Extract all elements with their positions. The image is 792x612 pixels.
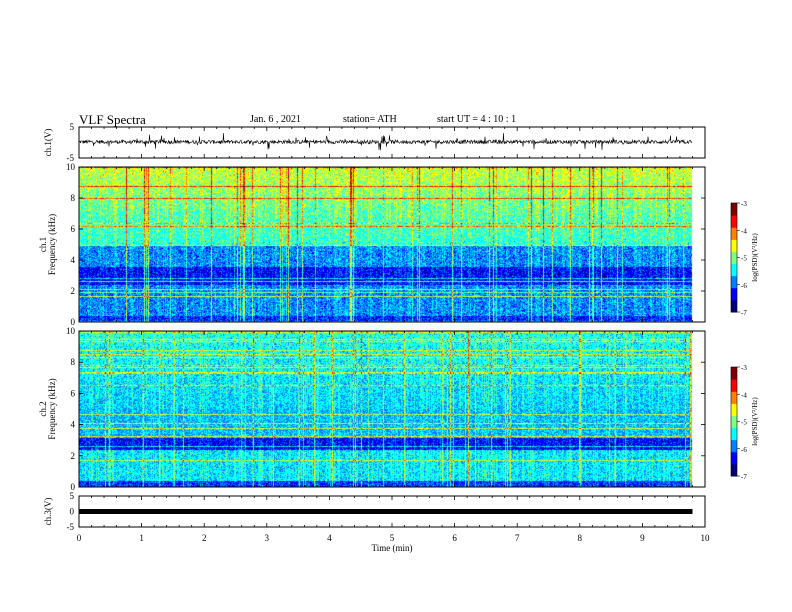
y-tick-label: 5 [70, 491, 75, 501]
colorbar-tick-label: -3 [741, 364, 747, 372]
colorbar-segment [731, 379, 737, 392]
y-tick-label: 0 [71, 482, 76, 492]
colorbar-tick-label: -4 [741, 227, 747, 235]
date-label: Jan. 6 , 2021 [250, 114, 301, 125]
y-tick-label: 10 [66, 326, 76, 336]
colorbar-segment [731, 239, 737, 252]
colorbar-segment [731, 439, 737, 453]
panel-frame [78, 126, 706, 159]
x-tick-label: 7 [515, 533, 520, 543]
colorbar-segment [731, 463, 737, 477]
ch1-spectrogram-panel: 0 2 4 6 8 10 ch.1 Frequency (kHz) -7 -6 -5 -4 -3 log(… [38, 162, 759, 327]
colorbar-segment [731, 263, 737, 277]
colorbar-segment [731, 403, 737, 416]
colorbar-segment [731, 427, 737, 441]
colorbar-segment [731, 275, 737, 289]
y-tick-label: 5 [70, 122, 75, 132]
y-tick-label: 0 [71, 317, 76, 327]
y-tick-label: 4 [71, 420, 76, 430]
colorbar-segment [731, 251, 737, 265]
y-tick-label: 8 [71, 193, 76, 203]
colorbar-tick-label: -5 [741, 255, 747, 263]
y-tick-label: -5 [67, 153, 75, 163]
x-tick-label: 8 [578, 533, 583, 543]
x-tick-label: 4 [327, 533, 332, 543]
colorbar-segment [731, 367, 737, 380]
y-tick-label: 2 [71, 286, 76, 296]
colorbar-tick-label: -5 [741, 419, 747, 427]
y-tick-label: -5 [67, 522, 75, 532]
colorbar-segment [731, 415, 737, 429]
y-tick-label: 10 [66, 162, 76, 172]
colorbar: -7 -6 -5 -4 -3 log(PSD)(V²/Hz) [730, 364, 759, 481]
colorbar-tick-label: -6 [741, 446, 747, 454]
ch1-y-axis-label: ch.1(V) [43, 129, 53, 157]
colorbar-tick-label: -7 [741, 473, 747, 481]
colorbar-segment [731, 391, 737, 404]
colorbar-tick-label: -4 [741, 391, 747, 399]
y-axis-label-frequency: Frequency (kHz) [47, 378, 57, 439]
colorbar-label: log(PSD)(V²/Hz) [751, 397, 759, 446]
colorbar-segment [731, 287, 737, 301]
y-axis-label-channel: ch.2 [38, 401, 48, 416]
colorbar-label: log(PSD)(V²/Hz) [751, 233, 759, 282]
y-axis-label-frequency: Frequency (kHz) [47, 214, 57, 275]
colorbar-segment [731, 203, 737, 216]
x-axis-label: Time (min) [372, 543, 413, 553]
colorbar-segment [731, 215, 737, 228]
x-tick-label: 6 [452, 533, 457, 543]
spectrogram-image [79, 331, 705, 487]
colorbar: -7 -6 -5 -4 -3 log(PSD)(V²/Hz) [730, 200, 759, 317]
x-tick-label: 3 [265, 533, 270, 543]
y-tick-label: 8 [71, 357, 76, 367]
ch1-signal-line [78, 132, 693, 151]
colorbar-segment [731, 451, 737, 465]
ch1-timeseries-panel: -5 5 ch.1(V) [43, 122, 706, 163]
colorbar-segment [731, 299, 737, 313]
ch3-y-axis-label: ch.3(V) [43, 498, 53, 526]
x-tick-label: 0 [77, 533, 82, 543]
y-tick-label: 0 [70, 507, 75, 517]
y-tick-label: 6 [71, 388, 76, 398]
colorbar-segment [731, 227, 737, 240]
ch3-signal-line [79, 509, 693, 514]
panel-frame [78, 330, 706, 488]
x-tick-label: 2 [202, 533, 207, 543]
spectrogram-image [79, 167, 705, 322]
station-label: station= ATH [343, 114, 397, 125]
y-axis-label-channel: ch.1 [38, 237, 48, 252]
colorbar-tick-label: -6 [741, 282, 747, 290]
colorbar-tick-label: -3 [741, 200, 747, 208]
x-tick-label: 10 [701, 533, 711, 543]
colorbar-tick-label: -7 [741, 309, 747, 317]
x-tick-label: 1 [139, 533, 144, 543]
x-tick-label: 9 [640, 533, 645, 543]
panel-frame [78, 495, 706, 528]
x-tick-label: 5 [390, 533, 395, 543]
y-tick-label: 6 [71, 224, 76, 234]
ch2-spectrogram-panel: 0 2 4 6 8 10 ch.2 Frequency (kHz) -7 -6 -5 -4 -3 log(… [38, 326, 759, 492]
y-tick-label: 2 [71, 451, 76, 461]
panel-frame [78, 166, 706, 323]
chart-title: VLF Spectra [79, 112, 146, 127]
y-tick-label: 4 [71, 255, 76, 265]
start-time-label: start UT = 4 : 10 : 1 [437, 114, 517, 125]
